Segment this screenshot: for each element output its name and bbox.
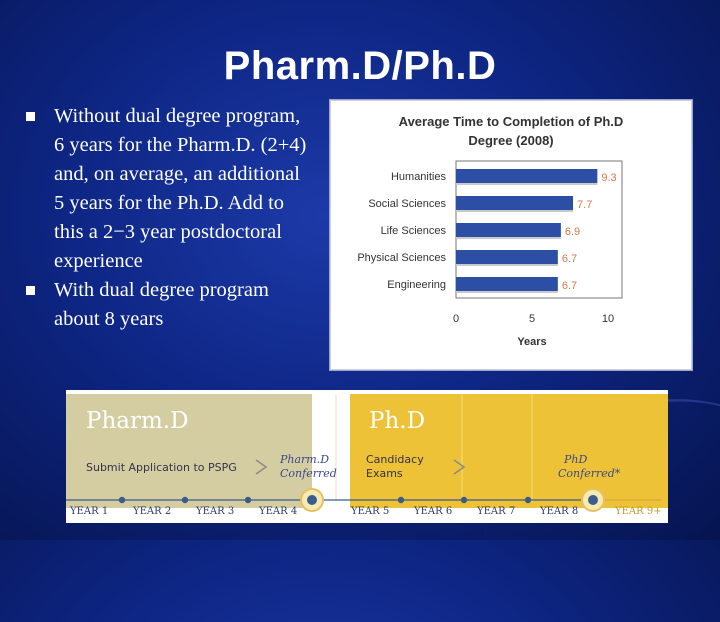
chart-title: Average Time to Completion of Ph.D xyxy=(399,114,624,129)
bar xyxy=(456,169,598,183)
bar-shadow xyxy=(456,210,574,212)
bullet-item: With dual degree program about 8 years xyxy=(24,276,314,334)
year-label: YEAR 6 xyxy=(413,506,452,517)
timeline-svg: Pharm.D Ph.D Submit Application to PSPG … xyxy=(66,394,668,517)
value-label: 6.7 xyxy=(562,280,577,292)
x-axis-label: Years xyxy=(517,336,546,348)
year-marker-dot xyxy=(460,496,468,504)
x-tick-label: 5 xyxy=(529,313,535,325)
phd-conferred-text: PhD xyxy=(563,453,587,466)
category-label: Life Sciences xyxy=(381,225,447,237)
category-label: Social Sciences xyxy=(368,198,446,210)
pharmd-conferred-text: Pharm.D xyxy=(279,453,329,466)
year-marker-dot xyxy=(118,496,126,504)
candidacy-exams-text: Candidacy xyxy=(366,453,424,466)
bullet-text: With dual degree program about 8 years xyxy=(54,279,269,330)
candidacy-exams-text: Exams xyxy=(366,467,403,480)
year-marker-dot xyxy=(181,496,189,504)
bar xyxy=(456,223,561,237)
pharmd-conferred-dot xyxy=(307,495,317,505)
year-label: YEAR 8 xyxy=(539,506,578,517)
bar xyxy=(456,196,574,210)
chevron-right-icon xyxy=(255,459,268,475)
bar-shadow xyxy=(456,183,598,185)
value-label: 6.9 xyxy=(565,226,580,238)
chart-title: Degree (2008) xyxy=(468,133,553,148)
pharmd-heading: Pharm.D xyxy=(86,408,189,434)
square-bullet-icon xyxy=(26,286,35,295)
x-tick-label: 0 xyxy=(453,313,459,325)
year-marker-dot xyxy=(397,496,405,504)
year-label: YEAR 3 xyxy=(195,506,234,517)
bar-shadow xyxy=(456,237,561,239)
value-label: 7.7 xyxy=(577,199,592,211)
year-marker-dot xyxy=(524,496,532,504)
bar-shadow xyxy=(456,264,558,266)
category-label: Engineering xyxy=(387,279,446,291)
phd-conferred-dot xyxy=(588,495,598,505)
year-marker-dot xyxy=(244,496,252,504)
bar xyxy=(456,250,558,264)
bar-shadow xyxy=(456,291,558,293)
bar xyxy=(456,277,558,291)
x-tick-label: 10 xyxy=(602,313,614,325)
phd-band xyxy=(350,394,668,508)
year-label: YEAR 2 xyxy=(132,506,171,517)
bullet-list: Without dual degree program, 6 years for… xyxy=(24,102,314,334)
phd-heading: Ph.D xyxy=(369,408,425,434)
bullet-text: Without dual degree program, 6 years for… xyxy=(54,105,307,272)
slide-title: Pharm.D/Ph.D xyxy=(223,44,497,88)
phd-conferred-text: Conferred* xyxy=(558,467,621,480)
category-label: Humanities xyxy=(391,171,447,183)
square-bullet-icon xyxy=(26,112,35,121)
year-label: YEAR 7 xyxy=(476,506,515,517)
degree-timeline: Pharm.D Ph.D Submit Application to PSPG … xyxy=(66,390,668,523)
year-label: YEAR 5 xyxy=(350,506,389,517)
year-label: YEAR 4 xyxy=(258,506,297,517)
pharmd-band xyxy=(66,394,312,508)
bar-chart-svg: Average Time to Completion of Ph.D Degree… xyxy=(357,114,624,348)
pharmd-step-text: Submit Application to PSPG xyxy=(86,461,237,474)
completion-time-chart: Average Time to Completion of Ph.D Degree… xyxy=(330,100,692,370)
pharmd-conferred-text: Conferred xyxy=(280,467,337,480)
value-label: 9.3 xyxy=(601,172,616,184)
category-label: Physical Sciences xyxy=(357,252,446,264)
chevron-right-icon xyxy=(453,459,466,475)
year-label: YEAR 1 xyxy=(69,506,108,517)
year-label: YEAR 9+ xyxy=(614,506,662,517)
value-label: 6.7 xyxy=(562,253,577,265)
bullet-item: Without dual degree program, 6 years for… xyxy=(24,102,314,276)
